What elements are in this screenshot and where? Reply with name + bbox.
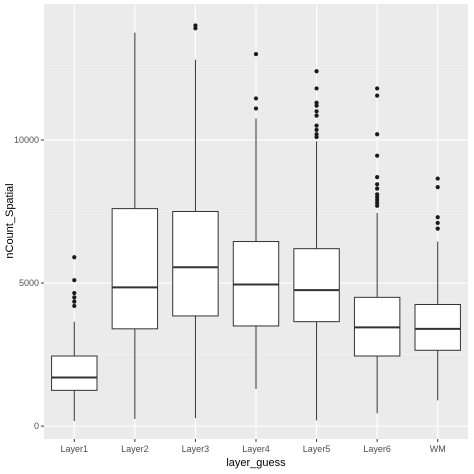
outlier-point [435,215,440,220]
x-tick-label: Layer3 [182,444,210,454]
outlier-point [72,303,77,309]
outlier-point [314,100,319,105]
iqr-box [111,208,159,330]
box-layer5 [293,69,340,421]
box-layer4 [232,51,280,389]
y-axis: 0 5000 10000 [14,135,44,431]
iqr-box [293,248,340,323]
outlier-point [314,113,319,118]
outlier-point [435,185,440,190]
outlier-point [193,23,198,28]
box-layer2 [111,32,159,419]
outlier-point [314,109,319,114]
outlier-point [253,96,259,101]
outlier-point [375,182,380,187]
outlier-point [375,192,380,197]
x-tick-label: Layer6 [363,444,391,454]
box-layer1 [51,255,98,421]
outlier-point [435,220,440,226]
box-layer3 [172,23,219,419]
outlier-point [253,106,259,111]
outlier-point [314,86,319,91]
box-wm [414,176,461,401]
y-tick-label: 10000 [14,135,39,145]
outlier-point [375,93,380,98]
outlier-point [72,278,77,283]
x-tick-label: Layer1 [61,444,89,454]
outlier-point [314,132,319,137]
outlier-point [435,176,440,181]
y-axis-title: nCount_Spatial [4,183,16,258]
x-axis-title: layer_guess [226,457,286,469]
iqr-box [51,355,98,391]
x-tick-label: Layer5 [303,444,331,454]
iqr-box [414,303,461,351]
outlier-point [72,299,77,304]
y-tick-label: 5000 [19,278,39,288]
outlier-point [375,86,380,91]
outlier-point [375,186,380,191]
iqr-box [172,210,219,317]
outlier-point [314,127,319,133]
outlier-point [375,175,380,180]
outlier-point [375,153,380,158]
outlier-point [253,51,259,57]
box-layer6 [353,86,401,414]
x-tick-label: Layer4 [242,444,270,454]
boxes-layer [51,23,461,421]
x-tick-label: WM [430,444,446,454]
x-tick-label: Layer2 [121,444,149,454]
outlier-point [72,295,77,300]
y-tick-label: 0 [34,421,39,431]
outlier-point [72,290,77,296]
outlier-point [72,255,77,260]
x-axis: Layer1 Layer2 Layer3 Layer4 Layer5 Layer6 WM [61,439,446,454]
outlier-point [314,69,319,74]
outlier-point [375,132,380,137]
outlier-point [435,226,440,231]
outlier-point [314,123,319,128]
